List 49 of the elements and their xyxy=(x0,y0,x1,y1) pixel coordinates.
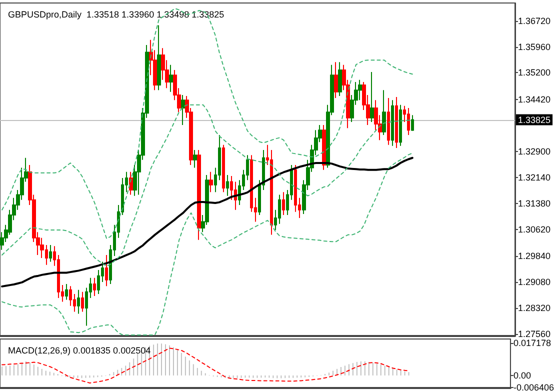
candlestick xyxy=(391,100,394,146)
y-tick-label: -0.006406 xyxy=(513,382,554,392)
line-series xyxy=(2,8,413,240)
candlestick xyxy=(358,79,362,101)
y-tick-label: 0.017178 xyxy=(513,338,552,348)
y-tick-label: 1.29080 xyxy=(518,276,551,287)
y-tick-label: 1.32140 xyxy=(518,172,551,182)
candlestick xyxy=(77,289,80,314)
y-tick-label: 1.32900 xyxy=(518,146,551,156)
candlestick xyxy=(407,107,410,136)
candlestick xyxy=(322,124,326,170)
y-tick-label: 1.36720 xyxy=(518,16,551,26)
candlestick xyxy=(399,104,402,146)
y-tick-label: 1.30620 xyxy=(518,224,551,234)
line-series xyxy=(2,104,413,267)
y-tick-label: 1.35200 xyxy=(518,68,551,78)
y-tick-label: 1.31380 xyxy=(518,198,551,208)
candlestick xyxy=(49,244,52,262)
y-tick-label: 1.29840 xyxy=(518,251,551,261)
candlestick xyxy=(65,284,68,300)
candlestick xyxy=(105,254,108,287)
y-tick-label: 1.34420 xyxy=(518,94,551,104)
candlestick xyxy=(193,150,197,168)
candlestick xyxy=(395,96,398,148)
candlestick xyxy=(382,90,386,136)
candlestick xyxy=(338,62,342,96)
y-tick-label: 1.28320 xyxy=(518,302,551,313)
line-series xyxy=(2,152,413,336)
candlestick xyxy=(222,144,225,193)
text: MACD(12,26,9) 0.001835 0.002504 xyxy=(8,346,151,356)
candlestick xyxy=(387,98,390,146)
candlestick xyxy=(81,291,84,312)
ref-line-label: 1.33825 xyxy=(518,114,551,125)
line-series xyxy=(1,156,414,288)
candlestick xyxy=(181,94,185,126)
candlestick xyxy=(411,114,414,132)
candlestick xyxy=(169,64,173,92)
y-tick-label: 0.00 xyxy=(513,370,531,380)
candlestick xyxy=(209,171,213,193)
candlestick xyxy=(370,72,374,122)
candlestick xyxy=(334,62,338,99)
candlestick xyxy=(226,174,229,196)
candlestick xyxy=(197,150,201,240)
candlestick xyxy=(282,192,285,216)
y-tick-label: 1.35960 xyxy=(518,42,551,52)
line-series xyxy=(1,348,410,384)
candlestick xyxy=(93,277,96,296)
y-tick-label: 1.27560 xyxy=(518,328,551,339)
candlestick xyxy=(157,24,161,91)
